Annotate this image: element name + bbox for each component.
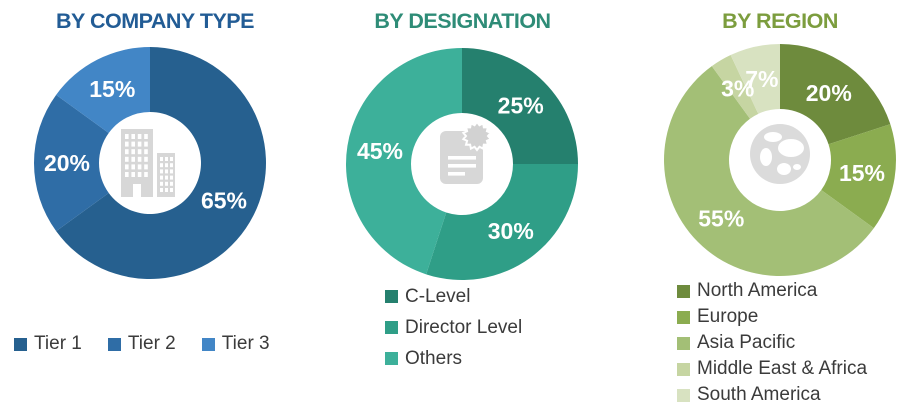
legend-swatch-asia-pacific xyxy=(677,336,690,350)
legend-label-europe: Europe xyxy=(697,306,759,327)
region-legend: North America Europe Asia Pacific Middle Ea… xyxy=(677,278,867,408)
slice-value-label-tier-2: 20% xyxy=(44,150,90,176)
chart-title-region: BY REGION xyxy=(722,9,838,33)
legend-label-tier-3: Tier 3 xyxy=(221,333,270,354)
legend-swatch-director-level xyxy=(385,321,398,334)
donut-slice-tier-3 xyxy=(56,47,150,134)
legend-item-europe: Europe xyxy=(677,304,867,330)
legend-label-middle-east-africa: Middle East & Africa xyxy=(697,358,868,379)
chart-title-designation: BY DESIGNATION xyxy=(374,9,551,33)
donut-slice-others xyxy=(346,48,462,275)
region-donut-chart: 20% 15% 55% 3%7% xyxy=(664,44,896,276)
legend-item-c-level: C-Level xyxy=(385,281,522,312)
globe-icon xyxy=(750,124,810,184)
legend-item-director-level: Director Level xyxy=(385,312,522,343)
legend-swatch-tier-2 xyxy=(107,337,121,351)
designation-legend: C-Level Director Level Others xyxy=(385,281,522,374)
legend-swatch-others xyxy=(385,352,398,365)
legend-label-north-america: North America xyxy=(697,280,818,301)
slice-value-label-europe: 15% xyxy=(839,160,885,186)
legend-swatch-north-america xyxy=(677,284,690,298)
legend-label-tier-1: Tier 1 xyxy=(34,333,82,354)
slice-value-label-asia-pacific: 55% xyxy=(698,206,744,232)
designation-donut-chart: 25% 30% 45% xyxy=(346,48,578,280)
slice-value-label-tier-3: 15% xyxy=(89,76,135,102)
legend-swatch-south-america xyxy=(677,388,690,402)
legend-item-asia-pacific: Asia Pacific xyxy=(677,330,867,356)
slice-value-label-director-level: 30% xyxy=(488,218,534,244)
slice-value-label-others: 45% xyxy=(357,138,403,164)
legend-swatch-tier-3 xyxy=(201,337,215,351)
legend-item-others: Others xyxy=(385,343,522,374)
document-icon xyxy=(440,120,493,184)
donut-slice-tier-2 xyxy=(33,94,109,232)
chart-title-company-type: BY COMPANY TYPE xyxy=(56,9,255,33)
legend-label-director-level: Director Level xyxy=(405,316,523,338)
donut-slice-asia-pacific xyxy=(664,66,874,276)
legend-item-south-america: South America xyxy=(677,382,867,408)
legend-label-south-america: South America xyxy=(697,384,821,405)
donut-slice-director-level xyxy=(426,164,578,280)
slice-value-label-c-level: 25% xyxy=(498,92,544,118)
company-type-legend: Tier 1 Tier 2 Tier 3 xyxy=(14,333,270,355)
company-type-donut-chart: 65% 20% 15% xyxy=(33,47,266,279)
slice-value-label-middle-east-africa: 3% xyxy=(721,76,754,102)
buildings-icon xyxy=(121,129,175,197)
legend-label-c-level: C-Level xyxy=(405,285,471,307)
legend-label-others: Others xyxy=(405,347,463,369)
legend-swatch-middle-east-africa xyxy=(677,362,690,376)
donut-slice-south-america xyxy=(730,44,780,114)
legend-item-tier-2: Tier 2 xyxy=(107,333,176,355)
donut-slice-tier-1 xyxy=(56,47,266,279)
slice-value-label-south-america: 7% xyxy=(745,66,778,92)
slice-value-label-north-america: 20% xyxy=(806,80,852,106)
donut-slice-c-level xyxy=(462,48,578,164)
legend-swatch-europe xyxy=(677,310,690,324)
legend-swatch-c-level xyxy=(385,290,398,303)
donut-slice-north-america xyxy=(780,44,891,145)
legend-label-asia-pacific: Asia Pacific xyxy=(697,332,796,353)
legend-item-north-america: North America xyxy=(677,278,867,304)
donut-slice-middle-east-africa xyxy=(711,55,759,119)
legend-label-tier-2: Tier 2 xyxy=(127,333,176,354)
donut-slice-europe xyxy=(821,124,896,229)
legend-swatch-tier-1 xyxy=(14,337,27,351)
legend-item-tier-1: Tier 1 xyxy=(14,333,82,355)
legend-item-tier-3: Tier 3 xyxy=(201,333,270,355)
legend-item-middle-east-africa: Middle East & Africa xyxy=(677,356,867,382)
slice-value-label-tier-1: 65% xyxy=(201,188,247,214)
